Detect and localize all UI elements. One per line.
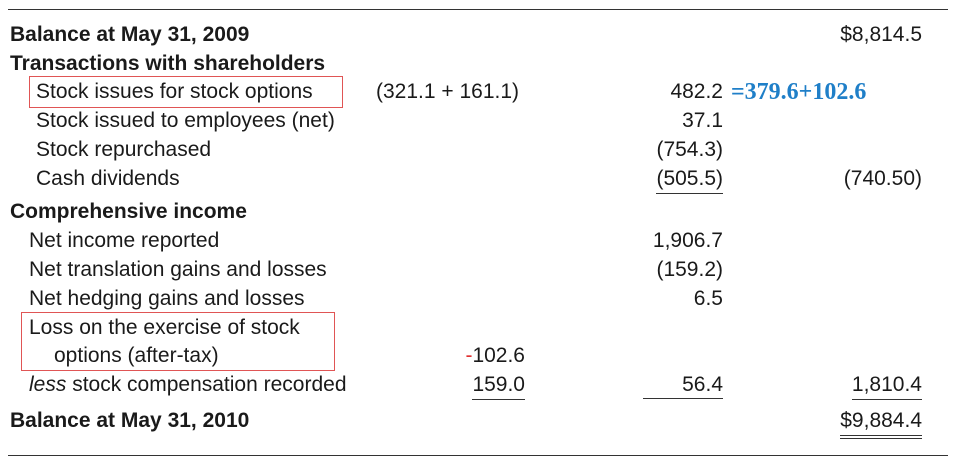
highlight-box-stock-issues (29, 76, 343, 108)
less-word: less (29, 373, 67, 396)
minus-sign: - (465, 344, 473, 367)
comprehensive-header: Comprehensive income (10, 200, 247, 223)
balance-2009-value: $8,814.5 (840, 23, 922, 46)
hedging-value: 6.5 (693, 287, 723, 310)
cash-dividends-total: (740.50) (843, 167, 922, 190)
loss-exercise-label-line2: options (after-tax) (54, 344, 219, 367)
loss-exercise-label-line1: Loss on the exercise of stock (29, 316, 300, 339)
cash-dividends-label: Cash dividends (36, 167, 180, 190)
stock-issues-value: 482.2 (670, 80, 723, 103)
stock-repurchased-label: Stock repurchased (36, 138, 212, 161)
col2-underline (643, 398, 723, 399)
translation-label: Net translation gains and losses (29, 258, 327, 281)
less-comp-col1: 159.0 (472, 372, 525, 400)
loss-exercise-number: 102.6 (472, 344, 525, 367)
stock-repurchased-value: (754.3) (656, 138, 723, 161)
loss-exercise-value: -102.6 (465, 343, 525, 369)
highlight-box-loss-exercise (21, 312, 335, 371)
stock-employees-label: Stock issued to employees (net) (36, 109, 335, 132)
stock-employees-value: 37.1 (682, 109, 723, 132)
bottom-rule (8, 455, 948, 456)
hedging-label: Net hedging gains and losses (29, 287, 305, 310)
stock-issues-annotation: =379.6+102.6 (731, 79, 867, 105)
net-income-label: Net income reported (29, 229, 220, 252)
top-rule (8, 9, 948, 10)
less-comp-col2: 56.4 (682, 373, 723, 396)
stock-issues-label: Stock issues for stock options (36, 80, 313, 103)
translation-value: (159.2) (656, 258, 723, 281)
less-comp-label: less stock compensation recorded (29, 372, 347, 398)
balance-2010-value: $9,884.4 (840, 408, 922, 439)
balance-2010-label: Balance at May 31, 2010 (10, 409, 250, 432)
stock-issues-calc: (321.1 + 161.1) (376, 80, 520, 103)
balance-2009-label: Balance at May 31, 2009 (10, 23, 250, 46)
transactions-header: Transactions with shareholders (10, 52, 326, 75)
net-income-value: 1,906.7 (652, 229, 723, 252)
less-comp-label-rest: stock compensation recorded (66, 373, 347, 396)
cash-dividends-value: (505.5) (656, 166, 723, 194)
less-comp-col3: 1,810.4 (851, 372, 922, 400)
